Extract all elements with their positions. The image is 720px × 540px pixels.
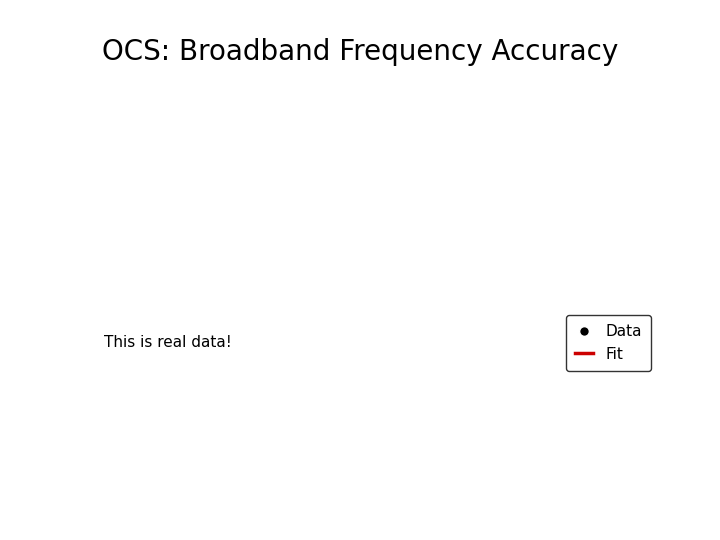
- Text: OCS: Broadband Frequency Accuracy: OCS: Broadband Frequency Accuracy: [102, 38, 618, 66]
- Legend: Data, Fit: Data, Fit: [566, 315, 651, 371]
- Text: This is real data!: This is real data!: [104, 335, 232, 350]
